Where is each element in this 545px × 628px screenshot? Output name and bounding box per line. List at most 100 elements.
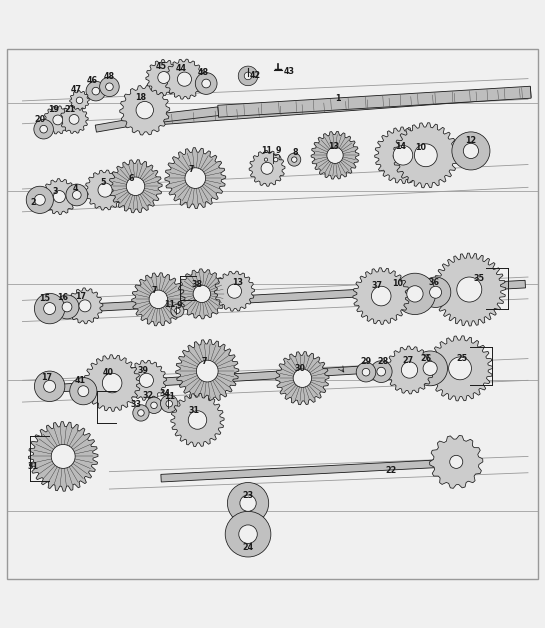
Text: 19: 19: [49, 105, 59, 114]
Polygon shape: [385, 346, 433, 394]
Circle shape: [92, 87, 100, 95]
Circle shape: [171, 304, 184, 317]
Text: 47: 47: [70, 85, 81, 94]
Circle shape: [34, 195, 45, 205]
Circle shape: [126, 177, 145, 195]
Circle shape: [449, 357, 471, 380]
Polygon shape: [109, 160, 162, 213]
Text: 43: 43: [283, 67, 294, 76]
Circle shape: [293, 369, 312, 387]
Text: 17: 17: [76, 291, 87, 301]
Polygon shape: [165, 148, 226, 208]
Circle shape: [133, 405, 149, 421]
Polygon shape: [120, 85, 169, 135]
Circle shape: [274, 158, 278, 162]
Text: 44: 44: [175, 64, 187, 73]
Polygon shape: [214, 271, 255, 311]
Polygon shape: [171, 393, 224, 447]
Text: 4: 4: [72, 185, 78, 193]
Text: 41: 41: [75, 376, 86, 385]
Circle shape: [146, 397, 162, 413]
Circle shape: [450, 455, 463, 468]
Circle shape: [240, 495, 256, 511]
Text: 29: 29: [360, 357, 372, 366]
Polygon shape: [95, 117, 140, 132]
Polygon shape: [353, 268, 409, 324]
Circle shape: [34, 293, 65, 324]
Polygon shape: [161, 458, 474, 482]
Circle shape: [195, 73, 217, 94]
Text: 11: 11: [164, 300, 175, 309]
Polygon shape: [427, 336, 493, 401]
Circle shape: [51, 445, 75, 468]
Text: 48: 48: [104, 72, 115, 82]
Polygon shape: [393, 122, 458, 188]
Text: 23: 23: [243, 490, 253, 499]
Text: 31: 31: [188, 406, 199, 414]
Text: 22: 22: [385, 465, 397, 475]
Circle shape: [244, 72, 252, 80]
Circle shape: [261, 162, 273, 175]
Circle shape: [371, 360, 392, 382]
Text: 45: 45: [155, 62, 167, 71]
Text: 11: 11: [164, 392, 175, 401]
Polygon shape: [67, 288, 103, 324]
Circle shape: [193, 285, 210, 303]
Text: 27: 27: [403, 355, 414, 365]
Circle shape: [393, 146, 413, 165]
Text: 42: 42: [250, 72, 261, 80]
Circle shape: [69, 114, 79, 124]
Text: 9: 9: [176, 301, 181, 310]
Circle shape: [98, 183, 112, 197]
Text: 7: 7: [152, 286, 158, 295]
Text: 1: 1: [335, 94, 341, 103]
Polygon shape: [44, 106, 72, 134]
Polygon shape: [429, 435, 483, 489]
Circle shape: [196, 360, 218, 382]
Circle shape: [78, 386, 89, 397]
Circle shape: [401, 362, 417, 378]
Text: 21: 21: [65, 104, 76, 114]
Text: 36: 36: [428, 278, 439, 287]
Polygon shape: [276, 352, 329, 404]
Polygon shape: [132, 273, 185, 326]
Circle shape: [225, 511, 271, 557]
Circle shape: [227, 284, 241, 298]
Circle shape: [188, 411, 207, 430]
Circle shape: [102, 373, 122, 393]
Circle shape: [394, 273, 435, 315]
Circle shape: [407, 286, 423, 302]
Text: 9: 9: [275, 146, 281, 155]
Circle shape: [202, 79, 210, 88]
Text: 39: 39: [138, 366, 149, 375]
Circle shape: [327, 147, 343, 163]
Circle shape: [463, 143, 479, 158]
Polygon shape: [249, 150, 285, 187]
Circle shape: [40, 126, 47, 133]
Circle shape: [452, 132, 490, 170]
Polygon shape: [28, 421, 98, 491]
Circle shape: [177, 72, 191, 86]
Circle shape: [227, 482, 269, 524]
Polygon shape: [311, 131, 359, 179]
Circle shape: [161, 395, 178, 413]
Circle shape: [53, 115, 63, 125]
Text: 17: 17: [41, 372, 52, 382]
Text: 10: 10: [415, 143, 426, 152]
Text: 12: 12: [465, 136, 476, 144]
Text: 35: 35: [474, 274, 485, 283]
Circle shape: [420, 277, 451, 308]
Text: 13: 13: [232, 278, 243, 287]
Circle shape: [140, 373, 154, 387]
Circle shape: [70, 377, 97, 405]
Polygon shape: [175, 340, 239, 403]
Text: 2: 2: [31, 198, 36, 207]
Text: 24: 24: [243, 543, 253, 552]
Polygon shape: [126, 360, 166, 401]
Text: 31: 31: [28, 462, 39, 471]
Text: 33: 33: [130, 400, 141, 409]
Text: 48: 48: [198, 68, 209, 77]
Text: 7: 7: [201, 357, 207, 366]
Circle shape: [239, 525, 257, 543]
Circle shape: [457, 277, 482, 302]
